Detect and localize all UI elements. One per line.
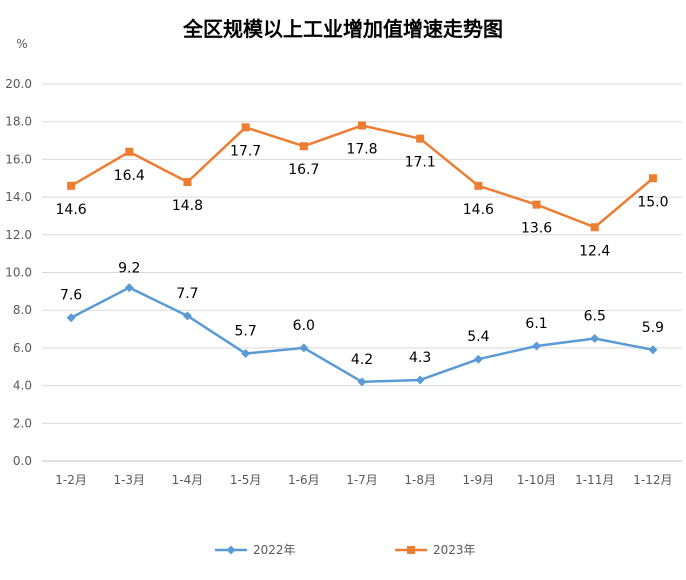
x-tick-label: 1-3月 [113,473,145,487]
data-label: 6.0 [293,318,315,334]
data-label: 17.8 [346,141,377,157]
data-point-marker [66,313,76,323]
data-point-marker [415,375,425,385]
data-label: 16.4 [114,168,145,184]
x-tick-label: 1-7月 [346,473,378,487]
x-tick-label: 1-5月 [230,473,262,487]
data-label: 17.7 [230,143,261,159]
series-group: 7.6 9.2 7.7 5.7 6.0 4.2 4.3 5.4 6.1 6.5 5.9 14.6 16.… [56,121,668,387]
data-label: 4.3 [409,350,431,366]
x-tick-label: 1-10月 [517,473,556,487]
data-point-marker [648,174,657,183]
data-label: 14.8 [172,198,203,214]
data-label: 6.5 [584,308,606,324]
data-label: 5.9 [642,320,664,336]
gridlines [42,83,682,462]
data-label: 17.1 [405,155,436,171]
legend-label: 2022年 [253,543,296,557]
legend-marker [226,545,236,555]
y-tick-label: 12.0 [5,228,32,242]
data-point-marker [648,345,658,355]
legend[interactable]: 2022年 2023年 [215,543,476,557]
data-label: 12.4 [579,243,610,259]
y-tick-label: 8.0 [13,303,32,317]
data-point-marker [358,121,366,130]
legend-item-2022[interactable]: 2022年 [215,543,296,557]
data-point-marker [299,343,309,353]
y-tick-label: 20.0 [5,77,32,91]
data-point-marker [67,181,76,190]
data-point-marker [299,142,308,151]
x-tick-label: 1-11月 [575,473,614,487]
data-label: 4.2 [351,352,373,368]
y-tick-label: 2.0 [13,416,32,430]
y-tick-label: 0.0 [13,454,32,468]
data-point-marker [182,311,192,321]
y-tick-label: 6.0 [13,341,32,355]
x-tick-label: 1-9月 [463,473,495,487]
data-label: 5.7 [235,324,257,340]
y-tick-label: 10.0 [5,266,32,280]
data-label: 14.6 [463,202,494,218]
y-axis-unit-label: % [16,37,27,51]
x-axis-tick-labels: 1-2月 1-3月 1-4月 1-5月 1-6月 1-7月 1-8月 1-9月 1-10月 1-1… [55,473,672,487]
y-tick-label: 16.0 [5,152,32,166]
data-label: 5.4 [467,329,489,345]
legend-item-2023[interactable]: 2023年 [395,543,476,557]
data-point-marker [532,200,541,209]
legend-label: 2023年 [433,543,476,557]
data-point-marker [183,178,192,187]
data-point-marker [590,223,599,232]
y-tick-label: 18.0 [5,115,32,129]
data-point-marker [590,333,600,343]
data-point-marker [416,134,425,143]
data-label: 9.2 [118,261,140,277]
data-point-marker [357,377,367,387]
data-label: 14.6 [56,202,87,218]
data-point-marker [474,181,483,190]
y-axis-tick-labels: 0.0 2.0 4.0 6.0 8.0 10.0 12.0 14.0 16.0 18.0 20.0 [5,77,32,468]
data-label: 16.7 [288,162,319,178]
chart-title: 全区规模以上工业增加值增速走势图 [182,17,503,41]
y-tick-label: 4.0 [13,379,32,393]
data-point-marker [241,123,250,132]
x-tick-label: 1-8月 [404,473,436,487]
x-tick-label: 1-12月 [633,473,672,487]
data-label: 6.1 [525,316,547,332]
data-point-marker [125,147,134,156]
data-label: 15.0 [637,194,668,210]
x-tick-label: 1-6月 [288,473,320,487]
data-point-marker [241,349,251,359]
data-point-marker [473,354,483,364]
data-point-marker [124,283,134,293]
data-point-marker [532,341,542,351]
legend-marker [407,546,415,554]
data-label: 7.6 [60,288,82,304]
x-tick-label: 1-2月 [55,473,87,487]
x-tick-label: 1-4月 [172,473,204,487]
data-label: 7.7 [176,286,198,302]
y-tick-label: 14.0 [5,190,32,204]
data-label: 13.6 [521,221,552,237]
